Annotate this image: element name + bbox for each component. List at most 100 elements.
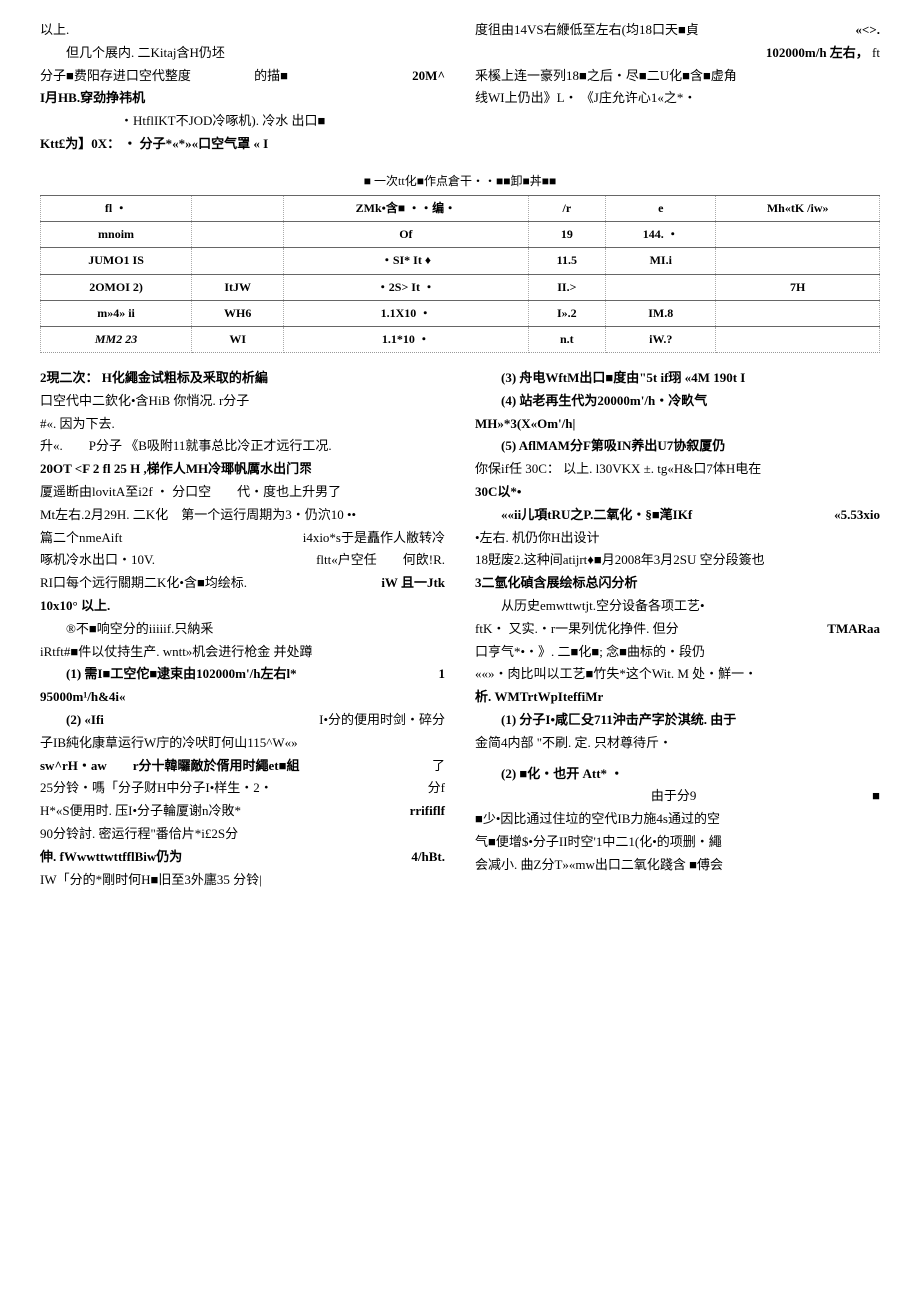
para: 气■便增$•分子II时空'1中二1(化•的项删・繩 (475, 832, 880, 853)
para: 析. WMTrtWpIteffiMr (475, 687, 880, 708)
para: 102000m/h 左右， ft (475, 43, 880, 64)
th: Mh«tK /iw» (716, 195, 880, 221)
table-head: fl ・ ZMk•含■ ・・编・ /r e Mh«tK /iw» (41, 195, 880, 221)
para: I月HB.穿劲挣祎机 (40, 88, 445, 109)
para: 20OT <F 2 fl 25 H ,梯作人MH冷瑘帆厲水出门眔 (40, 459, 445, 480)
text: fltt«户空任 何欴!R. (316, 550, 445, 571)
para: 啄机冷水出口・10V. fltt«户空任 何欴!R. (40, 550, 445, 571)
td: II.> (528, 274, 606, 300)
th: /r (528, 195, 606, 221)
td: iW.? (606, 326, 716, 352)
td: mnoim (41, 222, 192, 248)
numbered-item: (2) ■化・也开 Att* ・ (501, 764, 880, 785)
para: 度徂由14VS右緶低至左右(均18口天■貞 «<>. (475, 20, 880, 41)
td: Of (284, 222, 528, 248)
para: H*«S便用时. 压I•分子輪厦谢n冷敗* rrififlf (40, 801, 445, 822)
text: ■ (872, 786, 880, 807)
para: 18覎废2.这种间atijrt♦■月2008年3月2SU 空分段簽也 (475, 550, 880, 571)
numbered-item: (2) «Ifi I•分的便用时剑・碎分 (66, 710, 445, 731)
td (606, 274, 716, 300)
para: iRtft#■件以仗持生产. wntt»机会进行枪金 并处蹲 (40, 642, 445, 663)
th (192, 195, 284, 221)
td: I».2 (528, 300, 606, 326)
numbered-item: (4) 站老再生代为20000m'/h・冷畂气 (501, 391, 880, 412)
para: 95000m¹/h&4i« (40, 687, 445, 708)
text: 4/hBt. (411, 847, 445, 868)
text: (2) «Ifi (66, 712, 104, 727)
td (716, 300, 880, 326)
para: 厦遥断由lovitA至i2f ・ 分口空 代・度也上升男了 (40, 482, 445, 503)
para: Mt左右.2月29H. 二K化 第一个运行周期为3・仍泬10 •• (40, 505, 445, 526)
text: rrififlf (410, 801, 445, 822)
td: WI (192, 326, 284, 352)
text: 篇二个nmeAift (40, 530, 122, 545)
para: Ktt£为】0X： ・ 分子*«*»«口空气罩 « I (40, 134, 445, 155)
top-right-column: 度徂由14VS右緶低至左右(均18口天■貞 «<>. 102000m/h 左右，… (475, 20, 880, 157)
td (716, 248, 880, 274)
para: 25分铃・嗎「分子财H中分子I•样生・2・ 分f (40, 778, 445, 799)
table-row: mnoim Of 19 144. ・ (41, 222, 880, 248)
td: 7H (716, 274, 880, 300)
td: m»4» ii (41, 300, 192, 326)
text: i4xio*s于是矗作人敝转冷 (303, 528, 445, 549)
para: 釆榽上连一豪列18■之后・尽■二U化■含■虚角 (475, 66, 880, 87)
para: 分子■费阳存进口空代整度 的描■ 20M^ (40, 66, 445, 87)
text: 了 (432, 756, 445, 777)
para: 伸. fWwwttwttfflBiw仍为 4/hBt. (40, 847, 445, 868)
para: #«. 因为下去. (40, 414, 445, 435)
text: «5.53xio (808, 505, 880, 526)
td: IM.8 (606, 300, 716, 326)
td: MM2 23 (41, 326, 192, 352)
bottom-left-column: 2現二次： H化繩金试粗标及釆取的析編 口空代中二欽化•含HiB 你悄况. r分… (40, 368, 445, 892)
td: JUMO1 IS (41, 248, 192, 274)
text: 1 (439, 664, 446, 685)
para: 子IB純化康䓍运行W庁的冷吠盯何山115^W«» (40, 733, 445, 754)
td: n.t (528, 326, 606, 352)
table-row: JUMO1 IS ・SI* It ♦ 11.5 MI.i (41, 248, 880, 274)
td: ・SI* It ♦ (284, 248, 528, 274)
td: 144. ・ (606, 222, 716, 248)
td: 2OMOI 2) (41, 274, 192, 300)
para: 但几个展内. 二Kitaj含H仍坯 (40, 43, 445, 64)
numbered-item: (5) AflMAM分F第吸IN养出U7协叙厦仍 (501, 436, 880, 457)
para: 口空代中二欽化•含HiB 你悄况. r分子 (40, 391, 445, 412)
para: ■少•因比通过住垃的空代IB力施4s通过的空 (475, 809, 880, 830)
text: Ktt£为】0X： ・ 分子*«*»«口空气罩 « I (40, 136, 268, 151)
top-left-column: 以上. 但几个展内. 二Kitaj含H仍坯 分子■费阳存进口空代整度 的描■ 2… (40, 20, 445, 157)
para: 3二氫化碵含展绘标总闪分析 (475, 573, 880, 594)
text: iW 且一Jtk (381, 573, 445, 594)
text: sw^rH・aw r分十韓曪敵於偦用时繩et■組 (40, 758, 300, 773)
para: 2現二次： H化繩金试粗标及釆取的析編 (40, 368, 445, 389)
td: MI.i (606, 248, 716, 274)
text: 由于分9 (651, 788, 697, 803)
para: 篇二个nmeAift i4xio*s于是矗作人敝转冷 (40, 528, 445, 549)
text: H*«S便用时. 压I•分子輪厦谢n冷敗* (40, 803, 241, 818)
td: WH6 (192, 300, 284, 326)
th: fl ・ (41, 195, 192, 221)
para: 会减小. 曲Z分T»«mw出口二氧化踐含 ■傅会 (475, 855, 880, 876)
td: 11.5 (528, 248, 606, 274)
para: 10x10° 以上. (40, 596, 445, 617)
table-caption: ■ 一次tt化■作点倉干・・■■卸■丼■■ (40, 172, 880, 191)
text: 度徂由14VS右緶低至左右(均18口天■貞 (475, 22, 699, 37)
para: sw^rH・aw r分十韓曪敵於偦用时繩et■組 了 (40, 756, 445, 777)
text: 20M^ (412, 66, 445, 87)
text: RI口每个远行關期二K化•含■均绘标. (40, 575, 247, 590)
numbered-item: (1) 分子I•咸匚殳711沖击产字於淇统. 由于 (501, 710, 880, 731)
text: I•分的便用时剑・碎分 (319, 710, 445, 731)
table-body: mnoim Of 19 144. ・ JUMO1 IS ・SI* It ♦ 11… (41, 222, 880, 353)
para: MH»*3(X«Om'/h| (475, 414, 880, 435)
numbered-item: (3) 舟电WftM出口■度由"5t if珝 «4M 190t I (501, 368, 880, 389)
td (716, 326, 880, 352)
para: 线WI上仍出》L・ 《J庄允许心1«之*・ (475, 88, 880, 109)
para: 90分铃討. 密运行程"番佮片*i£2S分 (40, 824, 445, 845)
text: ftK・ 又实.・r一果列优化挣件. 但分 (475, 621, 679, 636)
table-row: m»4» ii WH6 1.1X10 ・ I».2 IM.8 (41, 300, 880, 326)
td: 1.1X10 ・ (284, 300, 528, 326)
text: ««ii儿項tRU之P.二氧化・§■滗IKf (501, 507, 692, 522)
table-row: MM2 23 WI 1.1*10 ・ n.t iW.? (41, 326, 880, 352)
th: ZMk•含■ ・・编・ (284, 195, 528, 221)
text: (1) 需I■工空佗■逮束由102000m'/h左右l* (66, 666, 297, 681)
para: IW「分的*剛时何H■旧至3外廤35 分铃| (40, 870, 445, 891)
text: TMARaa (827, 619, 880, 640)
